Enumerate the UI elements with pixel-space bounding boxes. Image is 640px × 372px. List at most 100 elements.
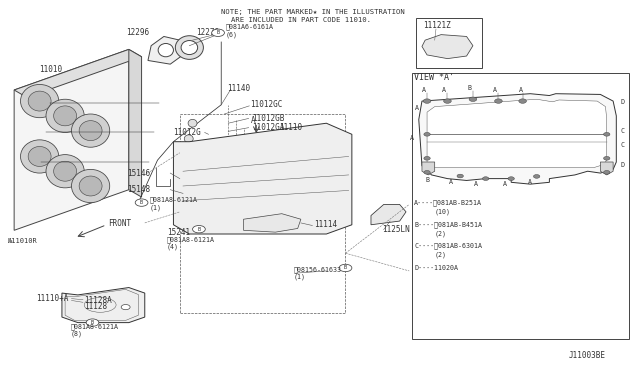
Text: 11121Z: 11121Z — [423, 21, 451, 30]
Circle shape — [424, 170, 430, 174]
Polygon shape — [14, 49, 129, 230]
Circle shape — [193, 225, 205, 233]
Circle shape — [457, 174, 463, 178]
Circle shape — [339, 264, 352, 272]
Text: B: B — [197, 227, 200, 232]
Text: 11110+A: 11110+A — [36, 294, 69, 303]
Circle shape — [604, 157, 610, 160]
Ellipse shape — [28, 91, 51, 111]
Text: J11003BE: J11003BE — [568, 351, 605, 360]
Polygon shape — [148, 36, 183, 64]
Text: FRONT: FRONT — [108, 219, 132, 228]
Text: A: A — [528, 179, 532, 185]
Text: Ⓜ081A8-6121A
(4): Ⓜ081A8-6121A (4) — [167, 236, 215, 250]
Text: D: D — [621, 161, 625, 167]
Ellipse shape — [46, 99, 84, 132]
Text: 11110: 11110 — [279, 123, 302, 132]
Text: B····Ⓢ081AB-B451A: B····Ⓢ081AB-B451A — [414, 221, 483, 228]
Text: A: A — [251, 116, 256, 125]
Ellipse shape — [181, 41, 198, 55]
Text: 15148: 15148 — [127, 185, 150, 194]
Circle shape — [424, 157, 430, 160]
Text: (2): (2) — [435, 230, 447, 237]
Ellipse shape — [175, 36, 204, 60]
Ellipse shape — [20, 140, 59, 173]
Text: 15241: 15241 — [167, 228, 190, 237]
Text: A: A — [493, 87, 497, 93]
Polygon shape — [419, 94, 616, 184]
Polygon shape — [422, 35, 473, 59]
Text: A: A — [474, 181, 478, 187]
Text: 11012GB: 11012GB — [252, 114, 284, 123]
Ellipse shape — [184, 135, 193, 142]
Text: A: A — [422, 87, 426, 93]
Text: 12296: 12296 — [125, 28, 148, 37]
Text: A: A — [449, 179, 452, 185]
Polygon shape — [244, 214, 301, 232]
Circle shape — [423, 99, 431, 103]
Bar — [412, 73, 629, 339]
Circle shape — [444, 99, 451, 103]
Ellipse shape — [54, 106, 77, 126]
Text: 11140: 11140 — [228, 84, 251, 93]
Text: C: C — [621, 142, 625, 148]
Text: 11012GA: 11012GA — [252, 123, 284, 132]
Text: B: B — [140, 200, 143, 205]
Ellipse shape — [79, 121, 102, 141]
Polygon shape — [422, 162, 435, 175]
Text: VIEW *A': VIEW *A' — [414, 73, 454, 81]
Circle shape — [86, 319, 99, 326]
Ellipse shape — [72, 169, 109, 203]
Polygon shape — [371, 205, 406, 225]
Text: 11010: 11010 — [40, 65, 63, 74]
Text: 15146: 15146 — [127, 169, 150, 177]
Circle shape — [534, 174, 540, 178]
Text: ARE INCLUDED IN PART CODE 11010.: ARE INCLUDED IN PART CODE 11010. — [231, 17, 371, 23]
Text: Ⓜ08156-61633
(1): Ⓜ08156-61633 (1) — [293, 266, 341, 280]
Text: D: D — [621, 99, 625, 105]
Ellipse shape — [20, 84, 59, 118]
Text: A····Ⓚ081AB-B251A: A····Ⓚ081AB-B251A — [414, 199, 483, 206]
Polygon shape — [62, 288, 145, 323]
Text: C: C — [621, 128, 625, 134]
Circle shape — [483, 177, 489, 180]
Circle shape — [495, 99, 502, 103]
Text: 11128: 11128 — [84, 302, 108, 311]
Ellipse shape — [28, 147, 51, 166]
Ellipse shape — [46, 155, 84, 188]
Circle shape — [508, 177, 515, 180]
Text: C····Ⓢ081AB-6301A: C····Ⓢ081AB-6301A — [414, 243, 483, 249]
Circle shape — [212, 29, 225, 36]
Text: D····11020A: D····11020A — [414, 265, 458, 271]
Bar — [180, 114, 346, 313]
Circle shape — [604, 170, 610, 174]
Text: A: A — [503, 181, 507, 187]
Text: 11114: 11114 — [314, 220, 337, 229]
Text: B: B — [468, 85, 472, 91]
Polygon shape — [14, 49, 141, 97]
Circle shape — [135, 199, 148, 206]
Text: (10): (10) — [435, 209, 451, 215]
Text: B: B — [344, 266, 347, 270]
Polygon shape — [600, 162, 613, 175]
Polygon shape — [427, 99, 607, 167]
Text: 11012G: 11012G — [173, 128, 201, 137]
Circle shape — [424, 132, 430, 136]
Ellipse shape — [72, 114, 109, 147]
Text: 1125LN: 1125LN — [383, 225, 410, 234]
Text: 11012GC: 11012GC — [250, 100, 282, 109]
Ellipse shape — [158, 44, 173, 57]
Text: A: A — [415, 105, 419, 111]
Text: A: A — [442, 87, 446, 93]
Text: 12279: 12279 — [196, 28, 219, 37]
Circle shape — [519, 99, 527, 103]
Text: (2): (2) — [435, 251, 447, 257]
Circle shape — [121, 305, 130, 310]
Text: B: B — [425, 177, 429, 183]
Text: №11010R: №11010R — [8, 238, 38, 244]
Text: Ⓜ081A8-6121A
(8): Ⓜ081A8-6121A (8) — [70, 323, 118, 337]
Polygon shape — [173, 123, 352, 234]
Text: 11128A: 11128A — [84, 296, 112, 305]
Bar — [415, 18, 483, 68]
Text: B: B — [216, 30, 220, 35]
